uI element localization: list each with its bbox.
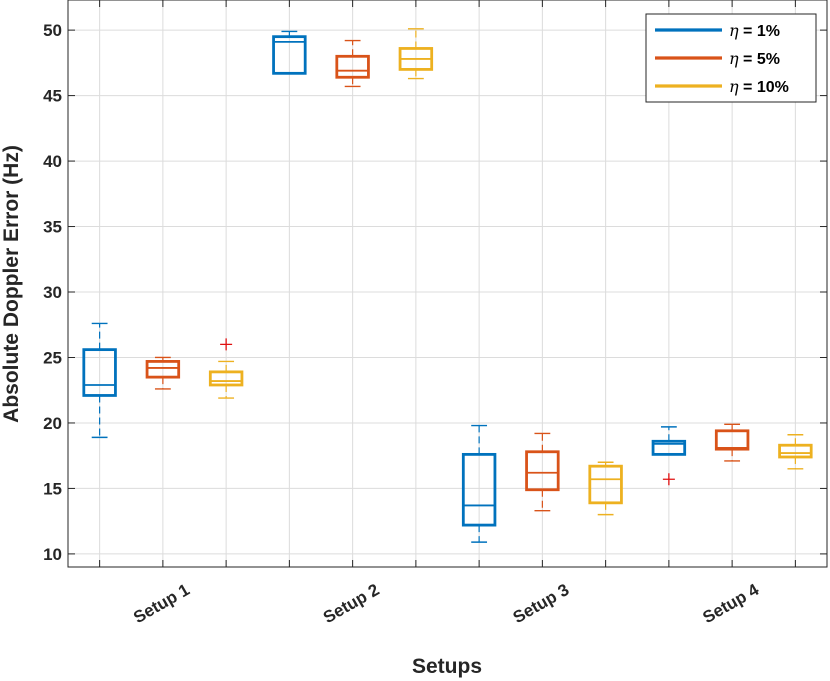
x-tick-label: Setup 1 — [130, 580, 193, 627]
series-group — [82, 30, 687, 543]
iqr-box — [208, 370, 244, 387]
iqr-box — [778, 443, 813, 459]
legend-label: η = 5% — [729, 49, 780, 68]
y-tick-label: 10 — [43, 545, 62, 564]
legend-value: = 5% — [739, 51, 780, 68]
y-tick-label: 45 — [43, 87, 62, 106]
iqr-box — [651, 439, 687, 456]
legend: η = 1%η = 5%η = 10% — [645, 13, 817, 103]
x-tick-label: Setup 4 — [699, 580, 762, 627]
legend-eta-symbol: η — [729, 21, 739, 40]
outlier-marker — [662, 473, 675, 486]
iqr-box — [461, 452, 497, 527]
y-tick-label: 40 — [43, 152, 62, 171]
y-tick-label: 30 — [43, 283, 62, 302]
legend-eta-symbol: η — [729, 49, 739, 68]
iqr-box — [82, 348, 117, 397]
series-group — [145, 39, 750, 512]
legend-value: = 1% — [739, 23, 780, 40]
legend-label: η = 1% — [729, 21, 780, 40]
box-plot-series — [82, 28, 813, 543]
plot-frame — [67, 0, 828, 568]
y-tick-label: 20 — [43, 414, 62, 433]
x-tick-label: Setup 3 — [510, 580, 573, 627]
y-tick-label: 15 — [43, 479, 62, 498]
iqr-box — [145, 360, 181, 379]
outlier-marker — [220, 338, 233, 351]
legend-value: = 10% — [739, 79, 789, 96]
y-axis-title: Absolute Doppler Error (Hz) — [0, 145, 23, 423]
x-axis-title: Setups — [412, 655, 482, 678]
iqr-box — [714, 429, 750, 451]
y-tick-label: 35 — [43, 218, 62, 237]
legend-label: η = 10% — [729, 77, 789, 96]
legend-eta-symbol: η — [729, 77, 739, 96]
grid-lines — [68, 0, 827, 567]
iqr-box — [272, 35, 307, 75]
series-group — [208, 28, 813, 516]
iqr-box — [335, 54, 370, 79]
y-tick-label: 50 — [43, 21, 62, 40]
iqr-box — [525, 450, 560, 492]
y-axis: 10 15 20 25 30 35 40 45 50 — [43, 21, 827, 564]
x-tick-label: Setup 2 — [320, 580, 383, 627]
iqr-box — [588, 464, 623, 505]
y-tick-label: 25 — [43, 348, 62, 367]
